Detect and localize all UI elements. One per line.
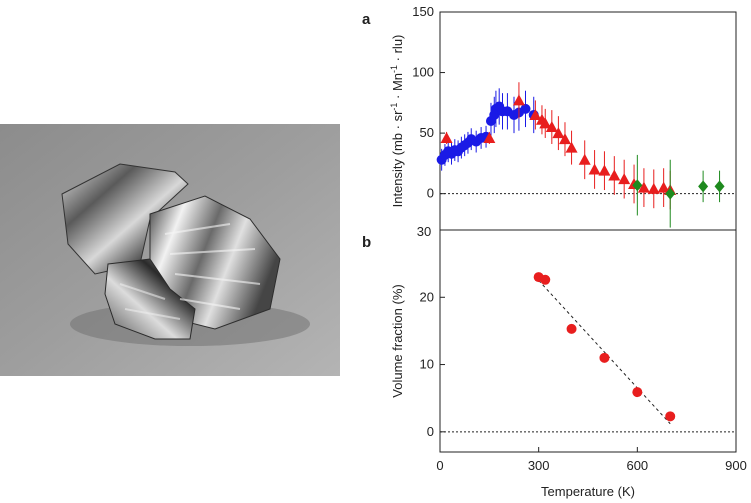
panel-a-data-point xyxy=(665,187,676,200)
panel-a-data-point xyxy=(647,182,660,194)
panel-b-y-tick-label: 0 xyxy=(427,424,434,439)
panel-a-data-point xyxy=(483,131,496,143)
panel-a-data-point xyxy=(698,180,709,193)
panel-a-series xyxy=(436,82,725,228)
panel-b-x-ticks: 0 300 600 900 xyxy=(436,447,747,473)
metal-sample-photo xyxy=(0,124,340,376)
x-tick-label: 600 xyxy=(626,458,648,473)
x-tick-label: 300 xyxy=(528,458,550,473)
panel-a-data-point xyxy=(632,179,643,192)
metal-highlights xyxy=(164,223,261,310)
panel-a-y-tick-label: 150 xyxy=(412,4,434,19)
panel-a: a 0 50 100 150 30 Intensity (mb · sr-1 · Mn… xyxy=(362,4,737,239)
panel-a-data-point xyxy=(714,180,725,193)
panel-a-data-point xyxy=(539,117,552,129)
panel-b-data-point xyxy=(632,387,643,398)
panel-a-frame xyxy=(439,11,737,231)
panel-b-y-axis-label: Volume fraction (%) xyxy=(390,284,405,397)
panel-b-y-tick-label: 10 xyxy=(420,357,434,372)
panel-a-data-point xyxy=(637,181,650,193)
panel-a-data-point xyxy=(529,108,542,120)
panel-a-data-point xyxy=(520,103,531,114)
panel-a-y-tick-label: 50 xyxy=(420,125,434,140)
metal-piece-front xyxy=(104,258,196,340)
x-tick-label: 0 xyxy=(436,458,443,473)
panel-a-y-tick-label: 100 xyxy=(412,65,434,80)
metal-highlights-front xyxy=(119,283,181,320)
panel-a-y-axis-label: Intensity (mb · sr-1 · Mn-1 · rlu) xyxy=(389,35,405,208)
panel-a-data-point xyxy=(552,127,565,139)
panel-b-frame xyxy=(439,229,737,453)
panel-b-series xyxy=(533,272,676,422)
panel-b-data-point xyxy=(599,352,610,363)
panel-b-label: b xyxy=(362,234,371,251)
panel-a-data-point xyxy=(608,169,621,181)
panel-a-bottom-tick-label: 30 xyxy=(417,224,431,239)
panel-a-data-point xyxy=(618,173,631,185)
panel-b-y-ticks: 0 10 20 xyxy=(420,289,445,439)
panel-a-data-point xyxy=(440,131,453,143)
panel-a-data-point xyxy=(598,164,611,176)
panel-a-data-point xyxy=(588,163,601,175)
panel-a-data-point xyxy=(578,153,591,165)
x-axis-label: Temperature (K) xyxy=(541,484,635,499)
panel-a-data-point xyxy=(558,133,571,145)
panel-a-data-point xyxy=(545,121,558,133)
panel-a-data-point xyxy=(565,141,578,153)
panel-b-data-point xyxy=(566,323,577,334)
x-tick-label: 900 xyxy=(725,458,747,473)
panel-a-data-point xyxy=(512,94,525,106)
panel-a-data-point xyxy=(657,181,670,193)
panel-b-data-point xyxy=(665,411,676,422)
panel-b: b 0 10 20 0 300 600 900 Volume fraction (%) T… xyxy=(362,229,747,499)
panel-b-data-point xyxy=(540,274,551,285)
panel-a-y-tick-label: 0 xyxy=(427,186,434,201)
panel-a-label: a xyxy=(362,11,371,28)
panel-b-fit-line xyxy=(538,280,671,425)
panel-a-y-ticks: 0 50 100 150 xyxy=(412,4,445,201)
panel-b-y-tick-label: 20 xyxy=(420,289,434,304)
